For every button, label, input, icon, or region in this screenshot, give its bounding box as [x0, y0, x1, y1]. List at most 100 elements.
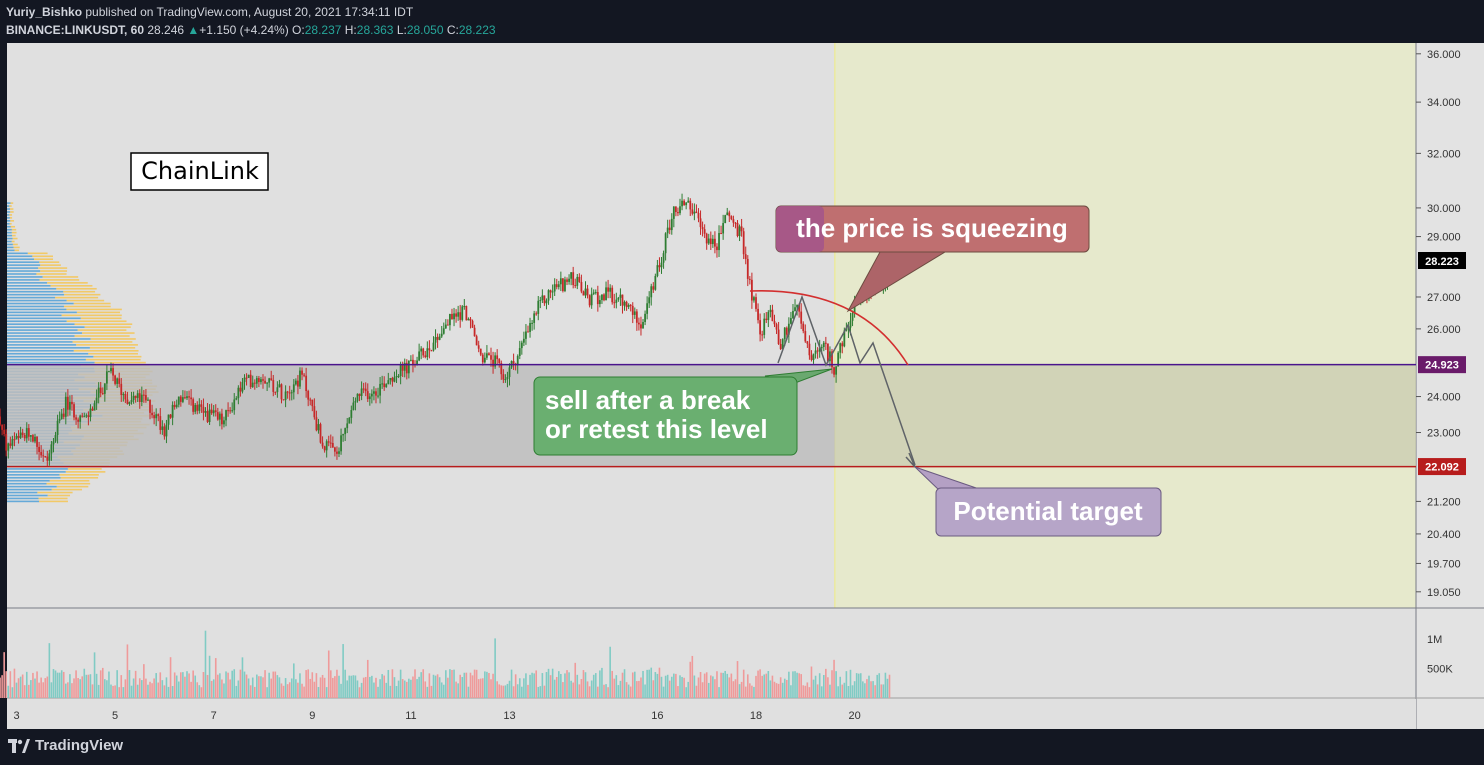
candle-body	[50, 444, 53, 454]
candle-body	[621, 294, 624, 306]
volume-bar	[301, 683, 303, 698]
profile-bar-buy	[7, 276, 43, 278]
volume-bar	[97, 684, 100, 698]
volume-bar	[186, 671, 188, 698]
volume-bar	[260, 676, 262, 698]
volume-bar	[664, 675, 667, 698]
candle-body	[623, 301, 626, 306]
volume-bar	[825, 668, 827, 698]
candle-body	[284, 391, 287, 400]
sell-callout[interactable]: sell after a break or retest this level	[533, 368, 833, 456]
profile-bar-buy	[7, 208, 11, 210]
candle-body	[492, 359, 494, 367]
candle-body	[83, 416, 86, 418]
volume-bar	[488, 673, 490, 698]
candle-body	[490, 355, 492, 360]
profile-bar-sell	[55, 296, 99, 299]
profile-bar-sell	[66, 299, 105, 302]
profile-bar-sell	[66, 320, 127, 323]
volume-bar	[650, 667, 653, 698]
candle-body	[19, 432, 22, 438]
volume-bar	[843, 682, 846, 698]
profile-bar-buy	[7, 335, 75, 337]
candle-body	[525, 331, 527, 339]
profile-bar-sell	[39, 261, 60, 263]
candle-body	[434, 336, 437, 343]
author-name[interactable]: Yuriy_Bishko	[6, 5, 83, 19]
candle-body	[816, 350, 819, 352]
volume-bar	[753, 686, 755, 698]
volume-bar	[192, 670, 194, 698]
candle-body	[112, 368, 114, 376]
volume-bar	[625, 682, 628, 698]
candle-body	[744, 254, 747, 259]
volume-bar	[623, 669, 626, 698]
squeeze-callout[interactable]: the price is squeezing	[775, 205, 1090, 313]
candle-body	[806, 341, 809, 344]
profile-bar-sell	[12, 237, 18, 240]
profile-bar-sell	[37, 491, 73, 494]
volume-bar	[418, 676, 420, 698]
target-callout[interactable]: Potential target	[914, 466, 1162, 537]
rounding-arc[interactable]	[749, 290, 909, 366]
volume-bar	[342, 644, 344, 698]
volume-bar	[638, 680, 640, 698]
volume-bar	[173, 672, 176, 698]
candle-body	[342, 434, 345, 436]
tradingview-logo[interactable]: TradingView	[8, 737, 123, 754]
candle-body	[305, 375, 308, 391]
candle-body	[656, 265, 659, 276]
open-label: O:	[292, 23, 305, 37]
profile-bar-sell	[47, 282, 88, 284]
profile-bar-sell	[40, 264, 61, 266]
volume-bar	[662, 686, 665, 698]
volume-bar	[886, 678, 889, 698]
volume-bar	[615, 675, 618, 698]
open-value: 28.237	[304, 23, 342, 37]
candle-body	[190, 397, 193, 400]
candle-body	[810, 355, 813, 360]
volume-bar	[710, 675, 712, 698]
profile-bar-buy	[7, 290, 64, 293]
volume-bar	[763, 674, 766, 698]
volume-bar	[794, 671, 796, 698]
volume-bar	[307, 669, 309, 698]
candle-body	[800, 311, 803, 324]
volume-bar	[282, 685, 285, 698]
volume-bar	[642, 670, 644, 698]
candle-body	[218, 413, 221, 420]
volume-bar	[755, 675, 757, 698]
symbol-label[interactable]: BINANCE:LINKUSDT, 60	[6, 23, 145, 37]
volume-bar	[336, 669, 338, 698]
forecast-range-box	[834, 364, 1416, 467]
chart-canvas[interactable]: 36.000 34.000 32.000 30.000 29.000 27.000 26.0…	[0, 43, 1484, 729]
candle-body	[276, 387, 279, 393]
volume-bar	[276, 675, 279, 698]
candle-body	[75, 417, 77, 420]
candle-body	[522, 338, 525, 343]
profile-bar-buy	[7, 485, 57, 488]
volume-bar	[798, 673, 800, 698]
candle-body	[225, 410, 227, 421]
title-annotation[interactable]: ChainLink	[130, 152, 269, 191]
candle-body	[469, 318, 472, 321]
volume-bar	[771, 675, 774, 698]
profile-bar-buy	[7, 282, 48, 284]
volume-bar	[161, 680, 164, 698]
candle-body	[506, 377, 509, 380]
volume-bar	[492, 673, 494, 698]
candle-body	[198, 404, 201, 411]
volume-bar	[284, 678, 287, 698]
candle-body	[488, 353, 490, 356]
candle-body	[808, 343, 811, 356]
candle-body	[701, 227, 704, 230]
candle-body	[436, 336, 439, 340]
volume-bar	[104, 679, 106, 698]
candle-body	[208, 409, 211, 422]
profile-bar-sell	[85, 358, 141, 361]
projection-path[interactable]	[777, 294, 916, 466]
profile-bar-buy	[7, 305, 64, 308]
profile-bar-sell	[11, 228, 17, 231]
volume-bar	[399, 669, 402, 698]
volume-bar	[134, 670, 137, 698]
